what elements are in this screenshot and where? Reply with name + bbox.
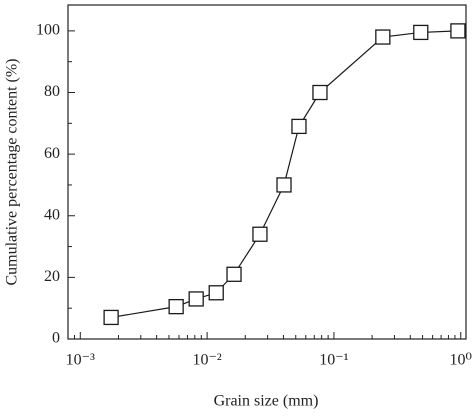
x-tick-label: 10⁰ <box>450 352 472 369</box>
data-point <box>450 23 466 39</box>
data-point <box>312 84 328 101</box>
x-axis-label: Grain size (mm) <box>214 393 319 410</box>
data-point <box>226 266 242 282</box>
data-point <box>103 309 119 326</box>
data-point <box>168 298 184 315</box>
y-tick-label: 20 <box>44 268 60 285</box>
y-tick-label: 40 <box>44 206 60 223</box>
data-point <box>276 177 292 193</box>
y-tick-label: 60 <box>44 145 60 162</box>
data-line <box>111 30 458 319</box>
data-point <box>413 24 429 41</box>
y-axis-label: Cumulative percentage content (%) <box>4 58 21 285</box>
data-point <box>252 226 268 242</box>
y-tick-label: 80 <box>44 83 60 100</box>
data-point <box>291 118 307 135</box>
x-tick-label: 10⁻¹ <box>319 352 348 369</box>
y-tick-label: 100 <box>36 22 60 39</box>
data-point <box>375 29 391 45</box>
plot-frame <box>67 4 467 340</box>
y-tick-label: 0 <box>52 330 60 347</box>
x-tick-label: 10⁻³ <box>66 352 95 369</box>
data-point <box>188 291 204 307</box>
x-tick-label: 10⁻² <box>192 352 221 369</box>
data-point <box>208 285 224 301</box>
